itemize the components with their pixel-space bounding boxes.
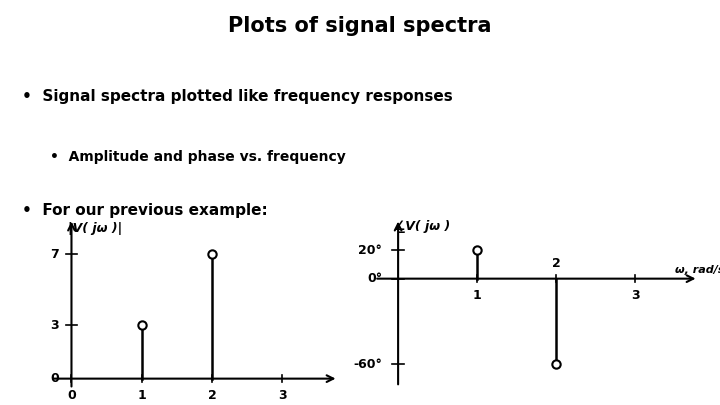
Text: |V( jω )|: |V( jω )|: [68, 222, 122, 235]
Text: ω, rad/sec: ω, rad/sec: [675, 265, 720, 275]
Text: 1: 1: [473, 289, 482, 302]
Text: 2: 2: [552, 257, 561, 270]
Text: •  For our previous example:: • For our previous example:: [22, 202, 267, 217]
Text: 3: 3: [50, 319, 59, 332]
Text: -60°: -60°: [354, 358, 382, 371]
Text: •  Amplitude and phase vs. frequency: • Amplitude and phase vs. frequency: [50, 150, 346, 164]
Text: 0°: 0°: [367, 272, 382, 285]
Text: Plots of signal spectra: Plots of signal spectra: [228, 16, 492, 36]
Text: •  Signal spectra plotted like frequency responses: • Signal spectra plotted like frequency …: [22, 89, 452, 104]
Text: ∠̲V( jω ): ∠̲V( jω ): [394, 220, 451, 233]
Text: 7: 7: [50, 248, 59, 261]
Text: 3: 3: [278, 389, 287, 402]
Text: 3: 3: [631, 289, 639, 302]
Text: 20°: 20°: [359, 243, 382, 257]
Text: 2: 2: [207, 389, 216, 402]
Text: 0: 0: [50, 372, 59, 385]
Text: 1: 1: [138, 389, 146, 402]
Text: 0: 0: [67, 389, 76, 402]
